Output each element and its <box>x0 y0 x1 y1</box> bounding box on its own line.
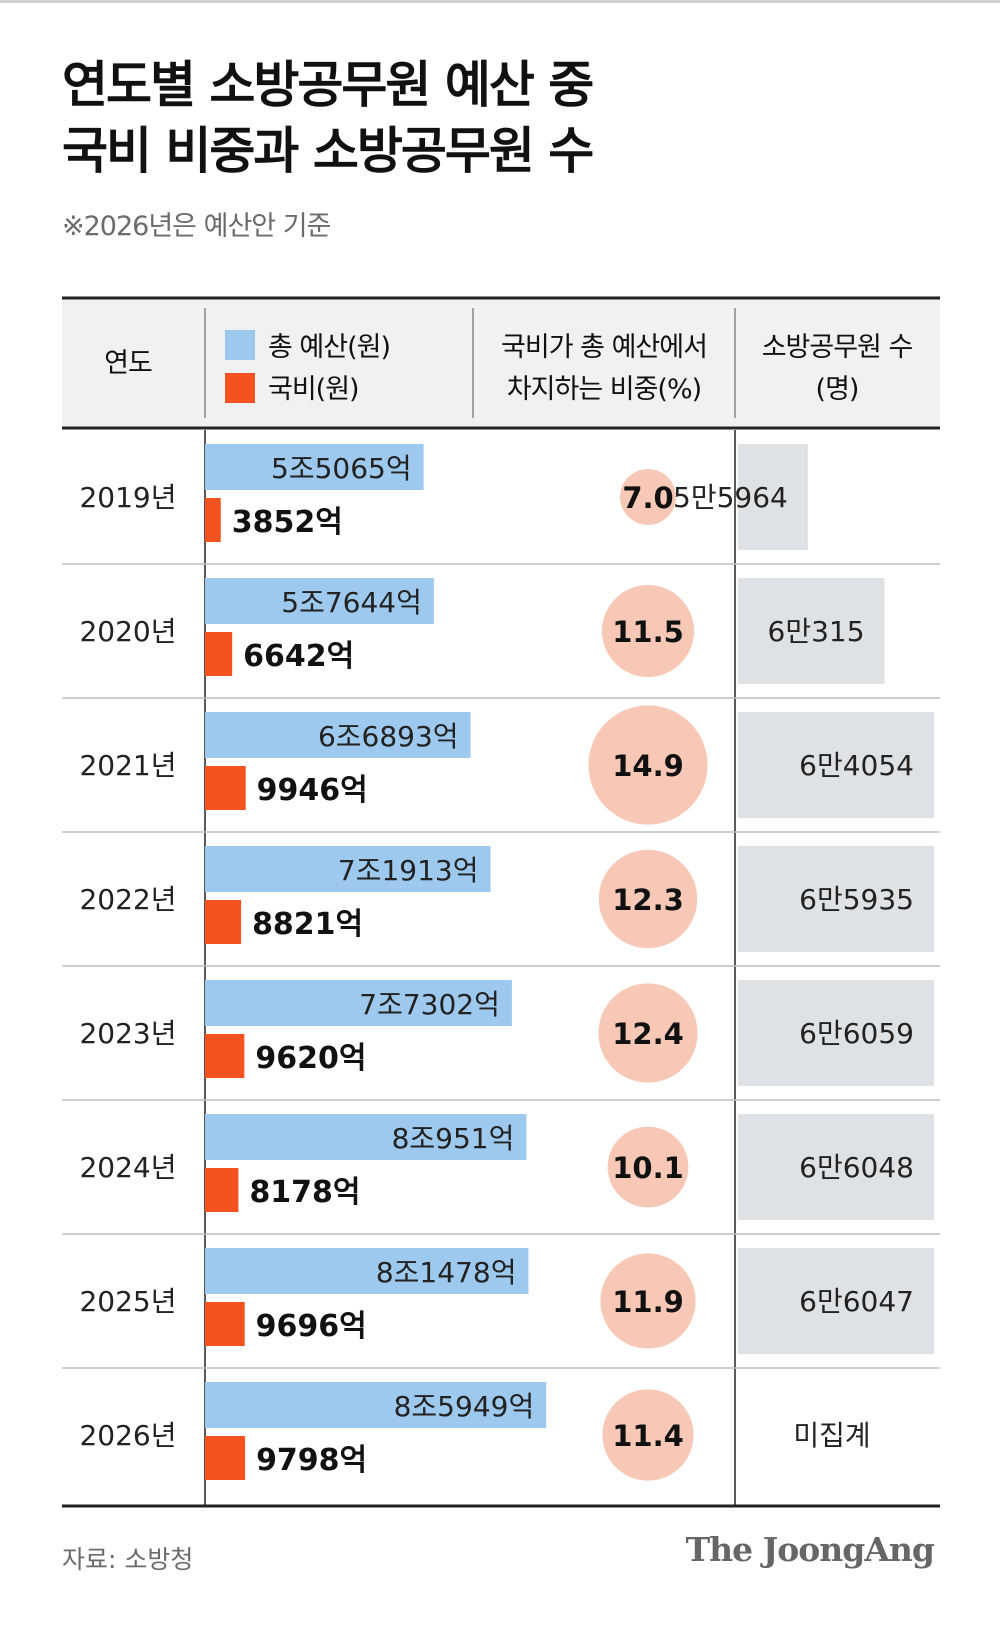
firefighter-count-label: 6만6048 <box>799 1151 914 1184</box>
ratio-label: 11.9 <box>612 1285 684 1319</box>
total-budget-bar <box>205 1248 529 1294</box>
header-firefighters-line1: 소방공무원 수 <box>762 332 913 363</box>
ratio-circle <box>607 1126 689 1208</box>
total-budget-bar <box>205 444 424 490</box>
ratio-label: 11.5 <box>612 615 684 649</box>
firefighter-count-label: 6만4054 <box>799 749 914 782</box>
total-budget-label: 5조7644억 <box>281 586 422 619</box>
year-label: 2022년 <box>79 883 176 916</box>
national-funding-label: 9798억 <box>256 1443 367 1478</box>
ratio-circle <box>600 1253 696 1349</box>
national-funding-bar <box>205 498 221 542</box>
year-label: 2025년 <box>79 1285 176 1318</box>
header-background <box>62 298 940 426</box>
ratio-label: 12.4 <box>612 1017 684 1051</box>
total-budget-label: 8조951억 <box>392 1122 515 1155</box>
total-budget-bar <box>205 980 512 1026</box>
year-label: 2024년 <box>79 1151 176 1184</box>
total-budget-bar <box>205 578 434 624</box>
firefighter-count-bar <box>738 578 885 684</box>
legend-swatch-national <box>225 373 255 403</box>
firefighter-count-bar <box>738 1248 934 1354</box>
firefighter-count-label: 6만5935 <box>799 883 914 916</box>
total-budget-bar <box>205 1114 527 1160</box>
national-funding-bar <box>205 632 233 676</box>
legend-national-label: 국비(원) <box>268 374 359 405</box>
ratio-label: 7.0 <box>622 481 673 515</box>
national-funding-bar <box>205 1168 239 1212</box>
national-funding-label: 9620억 <box>255 1041 366 1076</box>
source-credit: 자료: 소방청 <box>62 1545 194 1574</box>
ratio-label: 10.1 <box>612 1151 684 1185</box>
ratio-circle <box>598 983 698 1083</box>
total-budget-bar <box>205 846 491 892</box>
top-rule <box>0 0 1000 3</box>
national-funding-bar <box>205 900 242 944</box>
national-funding-bar <box>205 1436 246 1480</box>
ratio-label: 14.9 <box>612 749 684 783</box>
year-label: 2026년 <box>79 1419 176 1452</box>
national-funding-bar <box>205 1302 245 1346</box>
national-funding-label: 9946억 <box>257 773 368 808</box>
national-funding-bar <box>205 1034 245 1078</box>
firefighter-count-bar <box>738 1114 934 1220</box>
firefighter-count-label: 5만5964 <box>673 481 788 514</box>
ratio-circle <box>598 849 698 949</box>
firefighter-count-label: 6만6059 <box>799 1017 914 1050</box>
firefighter-count-bar <box>738 712 934 818</box>
legend-swatch-total <box>225 330 255 360</box>
national-funding-bar <box>205 766 246 810</box>
data-rows: 2019년 5조5065억 3852억 7.0 5만5964 2020년 5조7644억 66… <box>62 444 940 1481</box>
national-funding-label: 3852억 <box>232 505 343 540</box>
ratio-circle <box>588 705 708 825</box>
total-budget-bar <box>205 712 471 758</box>
national-funding-label: 8821억 <box>252 907 363 942</box>
ratio-label: 12.3 <box>612 883 684 917</box>
header-year: 연도 <box>104 348 152 379</box>
header-ratio-line2: 차지하는 비중(%) <box>507 374 701 405</box>
firefighter-count-label: 6만6047 <box>799 1285 914 1318</box>
total-budget-bar <box>205 1382 547 1428</box>
national-funding-label: 6642억 <box>243 639 354 674</box>
ratio-circle <box>602 585 694 677</box>
national-funding-label: 9696억 <box>256 1309 367 1344</box>
total-budget-label: 7조7302억 <box>359 988 500 1021</box>
chart-subtitle: ※2026년은 예산안 기준 <box>62 211 331 242</box>
total-budget-label: 6조6893억 <box>318 720 459 753</box>
year-label: 2020년 <box>79 615 176 648</box>
total-budget-label: 8조5949억 <box>394 1390 535 1423</box>
firefighter-count-label: 미집계 <box>793 1419 870 1452</box>
chart-title: 연도별 소방공무원 예산 중 국비 비중과 소방공무원 수 <box>62 56 594 180</box>
year-label: 2021년 <box>79 749 176 782</box>
firefighter-count-bar <box>738 980 934 1086</box>
total-budget-label: 8조1478억 <box>376 1256 517 1289</box>
header-firefighters-line2: (명) <box>816 374 859 405</box>
ratio-circle <box>620 469 676 525</box>
header-ratio-line1: 국비가 총 예산에서 <box>501 332 707 363</box>
firefighter-count-bar <box>738 444 808 550</box>
firefighter-count-bar <box>738 846 934 952</box>
year-label: 2019년 <box>79 481 176 514</box>
ratio-label: 11.4 <box>612 1419 684 1453</box>
legend-total-label: 총 예산(원) <box>268 332 390 363</box>
firefighter-count-label: 6만315 <box>768 615 865 648</box>
national-funding-label: 8178억 <box>249 1175 360 1210</box>
total-budget-label: 5조5065억 <box>271 452 412 485</box>
publisher-logo: The JoongAng <box>685 1530 935 1569</box>
total-budget-label: 7조1913억 <box>338 854 479 887</box>
ratio-circle <box>602 1389 694 1481</box>
year-label: 2023년 <box>79 1017 176 1050</box>
